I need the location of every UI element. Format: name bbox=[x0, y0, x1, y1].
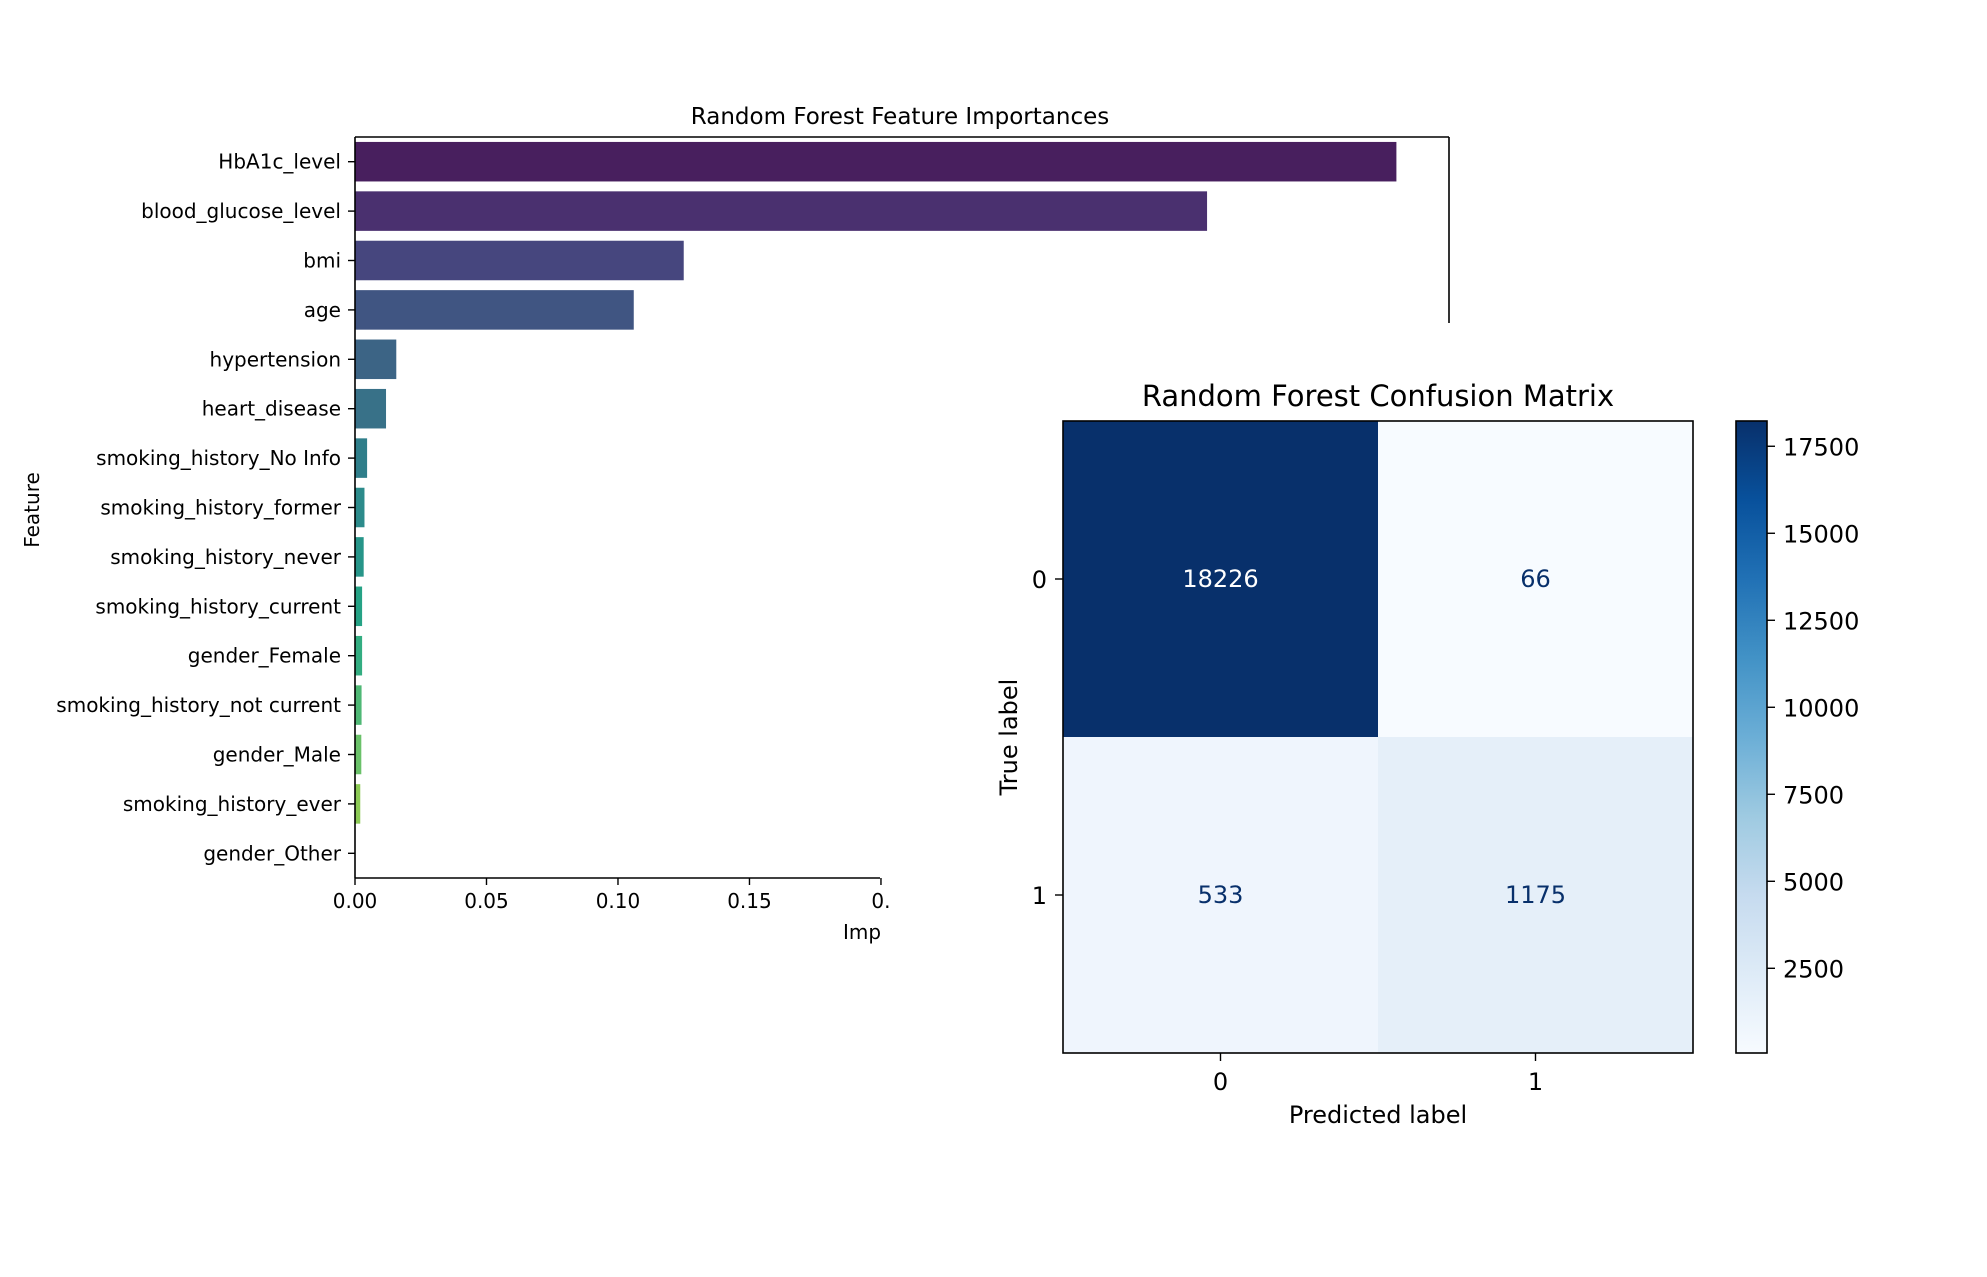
bar-chart-y-axis-label: Feature bbox=[20, 472, 44, 548]
bar-chart-x-ticks: 0.00 0.05 0.10 0.15 0. bbox=[333, 878, 891, 913]
matrix-cell-value: 533 bbox=[1198, 881, 1244, 909]
bar bbox=[355, 141, 1397, 182]
y-tick-label: smoking_history_No Info bbox=[96, 446, 341, 470]
y-tick-label: gender_Female bbox=[188, 644, 341, 668]
y-tick-label: smoking_history_not current bbox=[56, 693, 341, 717]
x-tick-label: 0.05 bbox=[464, 889, 509, 913]
y-tick-label: heart_disease bbox=[202, 397, 341, 421]
colorbar-tick-label: 12500 bbox=[1783, 607, 1859, 635]
y-tick-label: age bbox=[304, 298, 341, 322]
x-tick-label: 0.00 bbox=[333, 889, 378, 913]
feature-importance-chart: Random Forest Feature Importances HbA1c_… bbox=[20, 104, 1450, 944]
x-tick-label: 0. bbox=[871, 889, 890, 913]
bar bbox=[355, 685, 362, 725]
bar bbox=[355, 290, 634, 330]
colorbar-tick-label: 7500 bbox=[1783, 781, 1844, 809]
y-tick-label: gender_Male bbox=[213, 743, 341, 767]
confusion-matrix-frame bbox=[1062, 420, 1694, 1054]
colorbar-ticks: 17500 15000 12500 10000 7500 5000 2500 bbox=[1767, 433, 1859, 983]
bar-chart-bars bbox=[355, 141, 1397, 874]
bar bbox=[355, 438, 368, 478]
confusion-matrix-y-axis-label: True label bbox=[995, 679, 1023, 797]
confusion-matrix-ticks: 0 1 0 1 bbox=[1032, 566, 1543, 1096]
y-tick-label: HbA1c_level bbox=[218, 150, 341, 174]
matrix-cell bbox=[1378, 421, 1693, 737]
y-tick-label: smoking_history_ever bbox=[123, 792, 342, 816]
colorbar-tick-label: 5000 bbox=[1783, 868, 1844, 896]
confusion-matrix-title: Random Forest Confusion Matrix bbox=[1142, 379, 1614, 413]
bar bbox=[355, 339, 397, 380]
colorbar-tick-label: 10000 bbox=[1783, 694, 1859, 722]
y-tick-label: 0 bbox=[1032, 566, 1047, 594]
colorbar-tick-label: 17500 bbox=[1783, 433, 1859, 461]
matrix-cell-value: 66 bbox=[1520, 565, 1551, 593]
x-tick-label: 0 bbox=[1213, 1068, 1228, 1096]
x-tick-label: 1 bbox=[1528, 1068, 1543, 1096]
confusion-matrix-cells: 18226 66 533 1175 bbox=[1063, 421, 1693, 1053]
confusion-matrix-x-axis-label: Predicted label bbox=[1289, 1101, 1467, 1129]
confusion-matrix-chart: Random Forest Confusion Matrix 18226 66 53… bbox=[995, 355, 1859, 1155]
y-tick-label: bmi bbox=[303, 249, 341, 273]
y-tick-label: smoking_history_never bbox=[110, 545, 342, 569]
bar bbox=[355, 388, 387, 429]
bar bbox=[355, 784, 361, 824]
x-tick-label: 0.15 bbox=[727, 889, 772, 913]
matrix-cell-value: 18226 bbox=[1182, 565, 1258, 593]
bar-chart-x-axis-label: Imp bbox=[843, 920, 881, 944]
y-tick-label: hypertension bbox=[210, 347, 341, 371]
bar bbox=[355, 586, 363, 627]
y-tick-label: smoking_history_former bbox=[100, 496, 341, 520]
y-tick-label: 1 bbox=[1032, 882, 1047, 910]
colorbar-tick-label: 2500 bbox=[1783, 955, 1844, 983]
y-tick-label: smoking_history_current bbox=[95, 594, 341, 618]
matrix-cell bbox=[1063, 421, 1378, 737]
bar-chart-title: Random Forest Feature Importances bbox=[691, 104, 1109, 130]
bar bbox=[355, 635, 363, 676]
y-tick-label: blood_glucose_level bbox=[141, 199, 341, 223]
bar bbox=[355, 537, 364, 577]
x-tick-label: 0.10 bbox=[596, 889, 641, 913]
bar bbox=[355, 191, 1208, 231]
bar bbox=[355, 734, 362, 775]
confusion-matrix-colorbar bbox=[1735, 420, 1768, 1054]
bar bbox=[355, 487, 365, 528]
matrix-cell bbox=[1378, 737, 1693, 1053]
colorbar-tick-label: 15000 bbox=[1783, 520, 1859, 548]
bar bbox=[355, 240, 684, 281]
matrix-cell-value: 1175 bbox=[1505, 881, 1566, 909]
y-tick-label: gender_Other bbox=[203, 841, 341, 865]
matrix-cell bbox=[1063, 737, 1378, 1053]
